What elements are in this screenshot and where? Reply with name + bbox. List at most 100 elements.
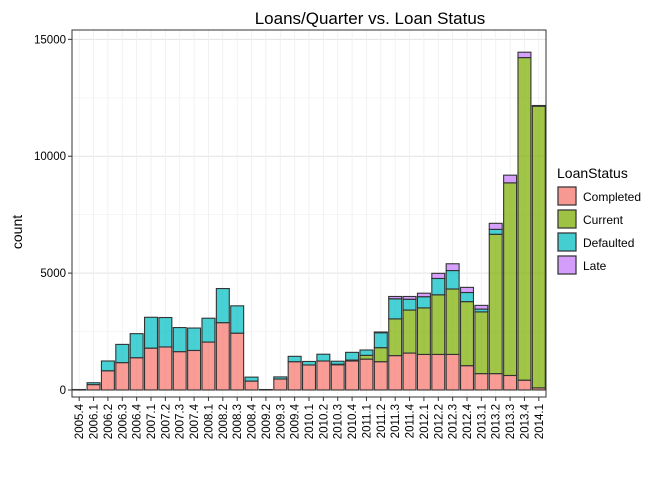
bar-completed-2006.3 [115, 362, 130, 391]
x-tick-label: 2007.4 [189, 403, 201, 439]
legend: LoanStatus Completed Current Defaulted Late [557, 165, 641, 275]
bar-current-2011.4 [402, 309, 417, 354]
chart-title: Loans/Quarter vs. Loan Status [255, 9, 486, 28]
bar-defaulted-2010.2 [316, 353, 331, 362]
bar-defaulted-2012.3 [445, 269, 460, 290]
bar-completed-2007.2 [158, 346, 173, 391]
bar-completed-2011.1 [359, 358, 374, 391]
bar-defaulted-2010.3 [330, 360, 345, 365]
bar-defaulted-2006.2 [100, 360, 115, 372]
legend-label-current: Current [583, 213, 624, 227]
bar-current-2011.1 [359, 354, 374, 360]
bar-defaulted-2007.2 [158, 316, 173, 348]
bar-current-2012.3 [445, 288, 460, 355]
x-tick-label: 2008.1 [203, 404, 215, 439]
bar-defaulted-2007.1 [143, 316, 159, 349]
y-tick-label: 15000 [34, 34, 66, 46]
legend-label-completed: Completed [583, 190, 641, 204]
y-tick-label: 10000 [34, 151, 66, 163]
legend-label-defaulted: Defaulted [583, 236, 634, 250]
bar-defaulted-2008.4 [244, 376, 259, 382]
bar-late-2012.3 [445, 263, 460, 272]
x-tick-label: 2010.2 [318, 404, 330, 439]
x-tick-label: 2012.4 [462, 403, 474, 439]
x-tick-label: 2009.3 [275, 404, 287, 439]
x-tick-label: 2013.2 [491, 404, 503, 439]
bar-completed-2011.2 [373, 361, 388, 391]
bar-completed-2013.1 [474, 373, 489, 391]
x-tick-label: 2009.2 [261, 404, 273, 439]
bar-completed-2008.3 [230, 332, 245, 391]
bar-late-2013.1 [474, 304, 489, 310]
bar-completed-2009.2 [258, 388, 273, 391]
x-tick-label: 2006.4 [132, 403, 144, 439]
bar-current-2011.2 [373, 347, 388, 363]
bar-defaulted-2008.2 [215, 287, 230, 324]
bar-late-2011.3 [388, 295, 403, 300]
bar-defaulted-2012.1 [416, 296, 431, 309]
bar-defaulted-2011.3 [388, 298, 403, 320]
bar-current-2013.3 [503, 182, 518, 377]
bar-late-2012.2 [431, 272, 446, 280]
bar-defaulted-2006.3 [115, 343, 130, 364]
x-tick-label: 2012.3 [448, 404, 460, 439]
bar-late-2013.3 [503, 174, 518, 184]
bar-completed-2010.3 [330, 364, 345, 391]
x-tick-label: 2010.3 [333, 404, 345, 439]
x-tick-label: 2011.3 [390, 404, 402, 438]
bar-defaulted-2006.1 [86, 382, 101, 386]
bar-completed-2010.1 [301, 364, 317, 391]
bar-defaulted-2008.1 [201, 317, 216, 343]
legend-key-current [557, 209, 577, 229]
x-tick-label: 2008.3 [232, 404, 244, 439]
bar-completed-2010.2 [316, 360, 331, 391]
legend-key-completed [557, 186, 577, 206]
bar-completed-2006.1 [86, 384, 101, 391]
bar-completed-2012.3 [445, 353, 460, 391]
bar-current-2013.2 [488, 233, 503, 375]
x-tick-label: 2013.4 [519, 403, 531, 439]
x-tick-label: 2007.1 [146, 404, 158, 439]
bar-defaulted-2011.4 [402, 298, 417, 311]
bar-current-2013.1 [474, 311, 489, 375]
bar-completed-2008.2 [215, 322, 230, 391]
bar-defaulted-2009.4 [287, 355, 302, 363]
bar-completed-2011.4 [402, 352, 417, 391]
y-axis-label: count [9, 215, 25, 249]
bar-completed-2011.3 [388, 355, 403, 391]
bar-completed-2008.4 [244, 380, 259, 391]
x-tick-label: 2007.3 [175, 404, 187, 439]
bar-defaulted-2012.2 [431, 277, 446, 296]
y-tick-label: 5000 [40, 268, 66, 280]
legend-key-late [557, 255, 577, 275]
bar-completed-2006.2 [100, 370, 115, 391]
bar-defaulted-2007.4 [187, 327, 202, 352]
bar-completed-2013.4 [517, 379, 532, 391]
bar-completed-2013.3 [503, 374, 518, 391]
x-tick-label: 2009.4 [290, 403, 302, 439]
bar-completed-2012.2 [431, 353, 446, 391]
bar-current-2013.4 [517, 57, 532, 381]
bar-defaulted-2013.2 [488, 228, 503, 235]
x-tick-label: 2006.3 [117, 404, 129, 439]
bar-current-2012.2 [431, 294, 446, 356]
bar-completed-2007.3 [172, 351, 187, 391]
x-tick-label: 2011.1 [361, 404, 373, 438]
x-tick-label: 2006.2 [103, 404, 115, 439]
bar-late-2014.1 [531, 104, 546, 107]
bar-late-2012.1 [416, 292, 431, 298]
bar-defaulted-2012.4 [459, 291, 475, 303]
bar-late-2011.2 [373, 331, 388, 334]
bar-defaulted-2007.3 [172, 327, 187, 353]
x-tick-label: 2013.1 [476, 404, 488, 439]
bar-defaulted-2011.2 [373, 332, 388, 349]
bar-current-2012.1 [416, 307, 431, 356]
bar-late-2013.4 [517, 51, 532, 59]
bar-defaulted-2008.3 [230, 305, 245, 334]
legend-title: LoanStatus [557, 165, 628, 181]
bar-defaulted-2006.4 [129, 333, 144, 359]
x-tick-label: 2012.2 [433, 404, 445, 439]
